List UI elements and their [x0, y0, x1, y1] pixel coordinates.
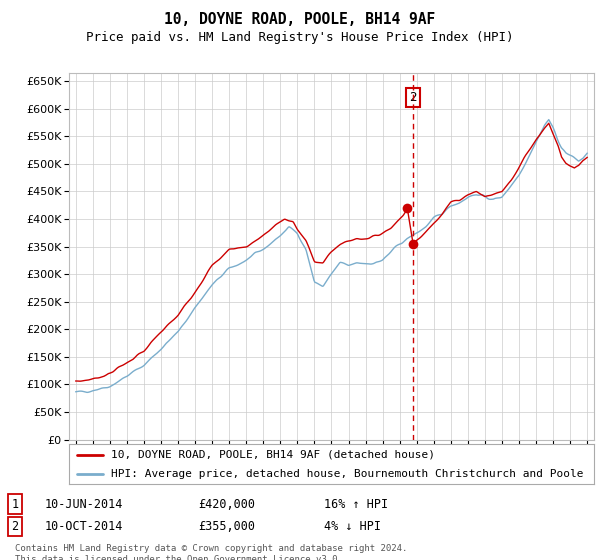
Text: 10-JUN-2014: 10-JUN-2014	[45, 497, 124, 511]
Text: £420,000: £420,000	[198, 497, 255, 511]
Text: 2: 2	[409, 91, 417, 104]
Text: 10-OCT-2014: 10-OCT-2014	[45, 520, 124, 533]
Text: 4% ↓ HPI: 4% ↓ HPI	[324, 520, 381, 533]
Text: HPI: Average price, detached house, Bournemouth Christchurch and Poole: HPI: Average price, detached house, Bour…	[111, 469, 583, 478]
Text: 1: 1	[11, 497, 19, 511]
Text: £355,000: £355,000	[198, 520, 255, 533]
Text: 16% ↑ HPI: 16% ↑ HPI	[324, 497, 388, 511]
Text: Contains HM Land Registry data © Crown copyright and database right 2024.
This d: Contains HM Land Registry data © Crown c…	[15, 544, 407, 560]
Text: Price paid vs. HM Land Registry's House Price Index (HPI): Price paid vs. HM Land Registry's House …	[86, 31, 514, 44]
Text: 10, DOYNE ROAD, POOLE, BH14 9AF (detached house): 10, DOYNE ROAD, POOLE, BH14 9AF (detache…	[111, 450, 435, 460]
Text: 2: 2	[11, 520, 19, 533]
Text: 10, DOYNE ROAD, POOLE, BH14 9AF: 10, DOYNE ROAD, POOLE, BH14 9AF	[164, 12, 436, 27]
